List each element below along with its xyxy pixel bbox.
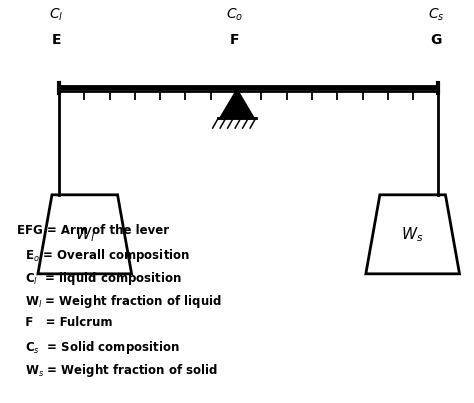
Polygon shape [366, 195, 459, 274]
Text: W$_l$ = Weight fraction of liquid: W$_l$ = Weight fraction of liquid [17, 293, 222, 310]
Bar [59, 86, 438, 91]
Text: F   = Fulcrum: F = Fulcrum [17, 316, 112, 329]
Text: EFG = Arm of the lever: EFG = Arm of the lever [17, 224, 169, 237]
Polygon shape [220, 91, 254, 118]
Text: $C_l$: $C_l$ [49, 6, 64, 23]
Text: C$_l$  = liquid composition: C$_l$ = liquid composition [17, 270, 182, 287]
Polygon shape [38, 195, 132, 274]
Text: G: G [430, 33, 442, 47]
Text: $W_l$: $W_l$ [75, 225, 95, 244]
Text: E$_o$ = Overall composition: E$_o$ = Overall composition [17, 247, 190, 264]
Text: C$_s$  = Solid composition: C$_s$ = Solid composition [17, 339, 180, 356]
Text: E: E [52, 33, 62, 47]
Text: W$_s$ = Weight fraction of solid: W$_s$ = Weight fraction of solid [17, 362, 218, 379]
Text: $C_o$: $C_o$ [226, 6, 243, 23]
Text: F: F [230, 33, 239, 47]
Text: $C_s$: $C_s$ [428, 6, 444, 23]
Text: $W_s$: $W_s$ [401, 225, 424, 244]
